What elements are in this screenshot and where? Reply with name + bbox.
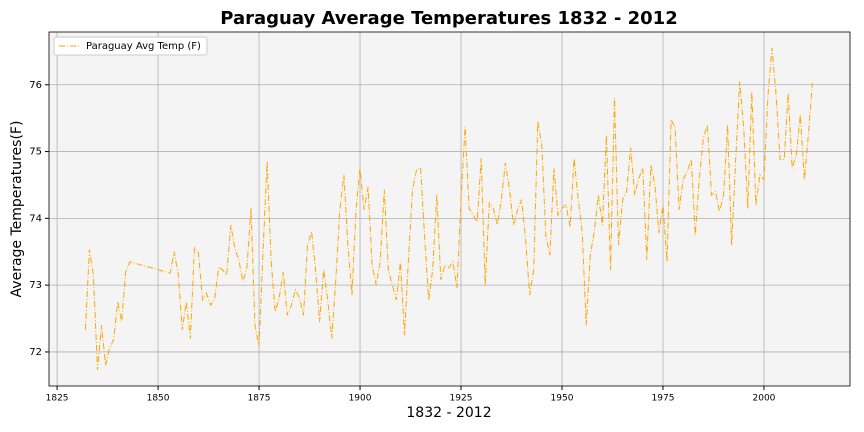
y-axis-label: Average Temperatures(F) bbox=[9, 121, 25, 298]
y-tick-label: 72 bbox=[29, 347, 42, 358]
chart-title: Paraguay Average Temperatures 1832 - 201… bbox=[220, 8, 677, 29]
x-tick-label: 1900 bbox=[349, 394, 372, 404]
x-tick-label: 2000 bbox=[753, 394, 776, 404]
y-tick-label: 75 bbox=[29, 147, 42, 158]
x-tick-label: 1950 bbox=[551, 394, 574, 404]
x-axis-label: 1832 - 2012 bbox=[406, 405, 491, 421]
x-tick-label: 1925 bbox=[450, 394, 473, 404]
y-tick-label: 74 bbox=[29, 213, 42, 224]
y-tick-label: 76 bbox=[29, 80, 42, 91]
y-tick-label: 73 bbox=[29, 280, 42, 291]
legend-label: Paraguay Avg Temp (F) bbox=[86, 41, 201, 52]
legend: Paraguay Avg Temp (F) bbox=[53, 36, 208, 56]
x-tick-label: 1825 bbox=[46, 394, 69, 404]
x-tick-label: 1875 bbox=[248, 394, 271, 404]
legend-box bbox=[53, 36, 208, 56]
data-line bbox=[84, 47, 813, 371]
plot-frame bbox=[48, 31, 851, 387]
x-tick-label: 1850 bbox=[147, 394, 170, 404]
x-tick-label: 1975 bbox=[652, 394, 675, 404]
